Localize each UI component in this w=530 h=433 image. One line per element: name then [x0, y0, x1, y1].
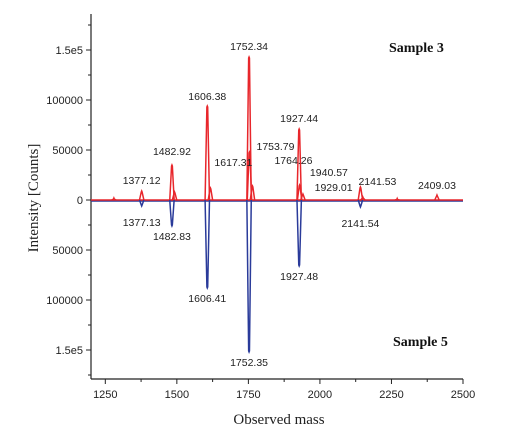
sample-3-peak — [204, 103, 211, 201]
sample-3-peak — [169, 162, 175, 201]
series-group — [91, 54, 463, 355]
sample-3-peak — [300, 191, 306, 201]
sample-3-peak — [357, 184, 364, 201]
x-tick-label: 1250 — [93, 389, 117, 401]
sample-3-label: Sample 3 — [389, 41, 444, 56]
x-tick-label: 1750 — [236, 389, 260, 401]
peak-label: 1606.38 — [188, 91, 226, 103]
peak-label: 1764.26 — [274, 155, 312, 167]
sample-3-peak — [246, 149, 253, 201]
peak-label: 1377.12 — [123, 175, 161, 187]
sample-5-peak — [168, 199, 175, 229]
peak-labels-group: 1377.12 1482.92 1606.38 1617.31 1752.34 1753.… — [123, 41, 456, 369]
y-tick-label: 1.5e5 — [55, 45, 83, 57]
peak-label: 1927.48 — [280, 271, 318, 283]
sample-3-peak — [296, 182, 303, 201]
x-tick-label: 2250 — [379, 389, 403, 401]
sample-5-peak — [296, 199, 303, 269]
sample-5-peak — [357, 199, 364, 210]
peak-label: 1606.41 — [188, 293, 226, 305]
sample-3-peak — [111, 195, 117, 201]
sample-5-label: Sample 5 — [393, 335, 448, 350]
x-axis-title: Observed mass — [233, 412, 324, 428]
y-tick-label: 100000 — [46, 95, 83, 107]
x-tick-label: 1500 — [165, 389, 189, 401]
sample-3-peak — [171, 189, 178, 201]
sample-3-peak — [296, 126, 303, 201]
peak-label: 1929.01 — [315, 182, 353, 194]
sample-3-peak — [207, 185, 214, 201]
sample-3-peak — [246, 54, 253, 201]
y-tick-label: 50000 — [52, 245, 83, 257]
y-tick-label: 0 — [77, 195, 83, 207]
peak-label: 1617.31 — [214, 157, 252, 169]
y-tick-label: 50000 — [52, 145, 83, 157]
peak-label: 2409.03 — [418, 180, 456, 192]
peak-label: 1753.79 — [256, 141, 294, 153]
peak-label: 1752.34 — [230, 41, 268, 53]
sample-3-peak — [249, 183, 256, 201]
x-tick-label: 2500 — [451, 389, 475, 401]
sample-3-peak — [360, 194, 366, 201]
y-tick-label: 100000 — [46, 295, 83, 307]
x-tick-label: 2000 — [308, 389, 332, 401]
sample-5-peak — [204, 199, 211, 291]
peak-label: 2141.53 — [358, 176, 396, 188]
sample-3-peak — [394, 196, 400, 201]
peak-label: 1940.57 — [310, 167, 348, 179]
y-tick-label: 1.5e5 — [55, 345, 83, 357]
peak-label: 2141.54 — [341, 218, 379, 230]
peak-label: 1482.92 — [153, 146, 191, 158]
sample-5-peak — [138, 199, 145, 209]
sample-3-peak — [138, 188, 145, 201]
peak-label: 1752.35 — [230, 357, 268, 369]
peak-label: 1482.83 — [153, 231, 191, 243]
sample-5-peak — [246, 199, 253, 355]
axes-group: 1250 1500 1750 2000 2250 2500 1.5e5 100000 50000… — [46, 14, 475, 401]
y-axis-title: Intensity [Counts] — [26, 144, 42, 253]
peak-label: 1927.44 — [280, 113, 318, 125]
sample-3-peak — [434, 192, 440, 201]
peak-label: 1377.13 — [123, 217, 161, 229]
